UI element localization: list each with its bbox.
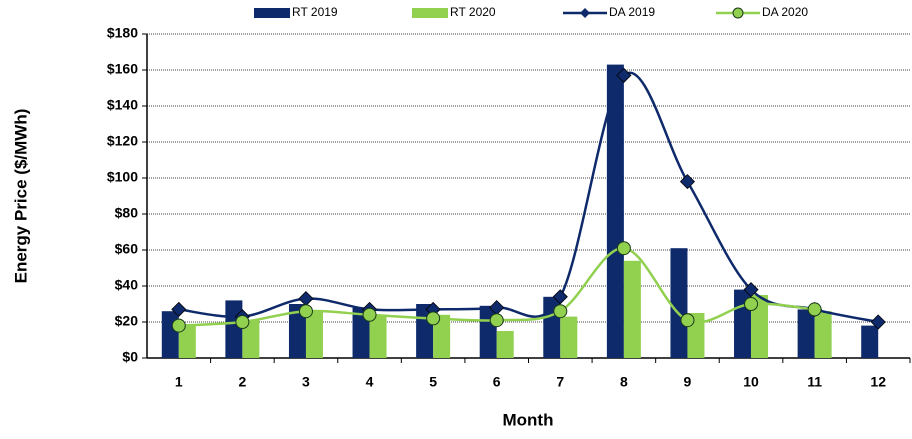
x-tick-label: 5: [429, 374, 437, 390]
legend-swatch: [254, 8, 290, 18]
x-tick-label: 11: [807, 374, 822, 390]
bar: [670, 248, 688, 358]
y-tick-label: $100: [107, 169, 138, 185]
line: [178, 71, 879, 324]
y-tick-label: $60: [115, 241, 139, 257]
x-tick-label: 12: [870, 374, 886, 390]
marker: [235, 315, 250, 329]
y-axis-label: Energy Price ($/MWh): [11, 109, 30, 284]
bar: [161, 311, 179, 358]
y-tick-label: $180: [107, 25, 138, 41]
bar: [861, 325, 879, 358]
y-tick-label: $120: [107, 133, 138, 149]
legend-label: DA 2019: [609, 5, 655, 19]
bar: [225, 300, 243, 358]
marker: [171, 318, 186, 333]
marker: [680, 313, 695, 328]
bar: [369, 314, 387, 358]
marker: [616, 67, 632, 83]
marker: [426, 311, 441, 326]
x-tick-label: 10: [743, 374, 759, 390]
bar: [797, 309, 815, 358]
y-tick-label: $140: [107, 97, 138, 113]
marker: [616, 241, 631, 256]
marker: [362, 307, 377, 322]
x-tick-label: 9: [684, 374, 692, 390]
marker: [553, 304, 568, 319]
bar: [242, 320, 260, 358]
marker: [298, 304, 313, 319]
marker: [870, 314, 886, 330]
marker: [743, 282, 759, 298]
x-tick-label: 7: [556, 374, 564, 390]
x-tick-label: 4: [366, 374, 374, 390]
bar: [623, 260, 641, 358]
bar: [560, 316, 578, 358]
bar: [178, 325, 196, 358]
y-tick-label: $40: [115, 277, 139, 293]
bar: [814, 311, 832, 358]
marker: [552, 289, 568, 305]
legend-label: RT 2020: [450, 5, 496, 19]
marker: [298, 291, 314, 307]
bar: [496, 331, 514, 358]
x-axis-label: Month: [503, 410, 554, 429]
marker: [679, 174, 696, 190]
line: [178, 246, 815, 327]
x-tick-label: 2: [238, 374, 246, 390]
legend-label: DA 2020: [762, 5, 808, 19]
bar: [305, 311, 323, 358]
legend-label: RT 2019: [292, 5, 338, 19]
legend-marker: [732, 7, 744, 19]
legend-marker: [580, 8, 590, 18]
y-tick-label: $0: [122, 349, 138, 365]
bar: [606, 64, 624, 358]
bar: [288, 304, 306, 358]
marker: [807, 302, 822, 317]
x-tick-label: 1: [175, 374, 183, 390]
marker: [171, 301, 187, 317]
y-tick-label: $80: [115, 205, 139, 221]
legend-swatch: [412, 8, 448, 18]
marker: [744, 297, 759, 311]
x-tick-label: 8: [620, 374, 628, 390]
bar: [433, 314, 451, 358]
marker: [489, 313, 504, 328]
x-tick-label: 3: [302, 374, 310, 390]
bar: [751, 295, 769, 358]
bar: [479, 305, 497, 358]
y-tick-label: $20: [115, 313, 139, 329]
x-tick-label: 6: [493, 374, 501, 390]
y-tick-label: $160: [107, 61, 138, 77]
